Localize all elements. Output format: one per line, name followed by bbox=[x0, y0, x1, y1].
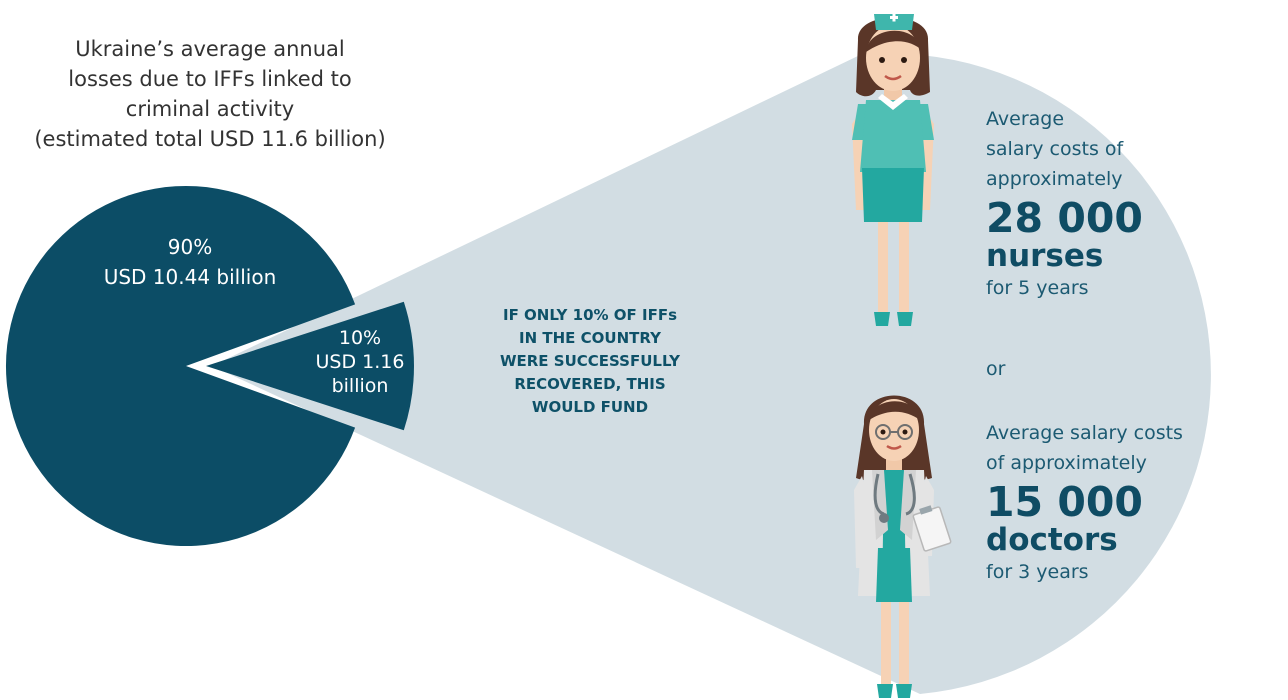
nurses-duration: for 5 years bbox=[986, 277, 1089, 299]
nurses-count: 28 000 bbox=[986, 194, 1143, 242]
pie-label-10-value-line2: billion bbox=[331, 375, 389, 397]
nurse-illustration bbox=[852, 13, 934, 326]
callout-text: IF ONLY 10% OF IFFs IN THE COUNTRY WERE … bbox=[499, 306, 681, 416]
pie-slice-90-percent bbox=[5, 185, 356, 546]
pie-label-90: 90% USD 10.44 billion bbox=[60, 232, 320, 292]
pie-label-10: 10% USD 1.16 billion bbox=[290, 326, 430, 398]
doctors-count: 15 000 bbox=[986, 478, 1143, 526]
doctors-profession: doctors bbox=[986, 522, 1118, 558]
pie-slice-10-percent bbox=[206, 301, 414, 431]
nurses-intro-line: approximately bbox=[986, 168, 1123, 190]
nurses-intro-line: Average bbox=[986, 108, 1065, 130]
pie-label-90-value: USD 10.44 billion bbox=[103, 265, 277, 289]
pie-label-90-percent: 90% bbox=[167, 235, 213, 259]
doctor-illustration bbox=[854, 395, 952, 698]
pie-label-10-percent: 10% bbox=[338, 327, 382, 349]
callout-background bbox=[212, 53, 1211, 694]
doctors-fact: Average salary costs of approximately 15… bbox=[986, 418, 1276, 586]
doctors-intro-line: of approximately bbox=[986, 452, 1147, 474]
nurses-intro-line: salary costs of bbox=[986, 138, 1124, 160]
doctors-intro-line: Average salary costs bbox=[986, 422, 1183, 444]
or-separator: or bbox=[986, 358, 1006, 380]
nurses-profession: nurses bbox=[986, 238, 1104, 274]
doctors-duration: for 3 years bbox=[986, 561, 1089, 583]
pie-label-10-value-line1: USD 1.16 bbox=[315, 351, 405, 373]
nurses-fact: Average salary costs of approximately 28… bbox=[986, 104, 1276, 302]
chart-title: Ukraine’s average annual losses due to I… bbox=[34, 37, 386, 151]
